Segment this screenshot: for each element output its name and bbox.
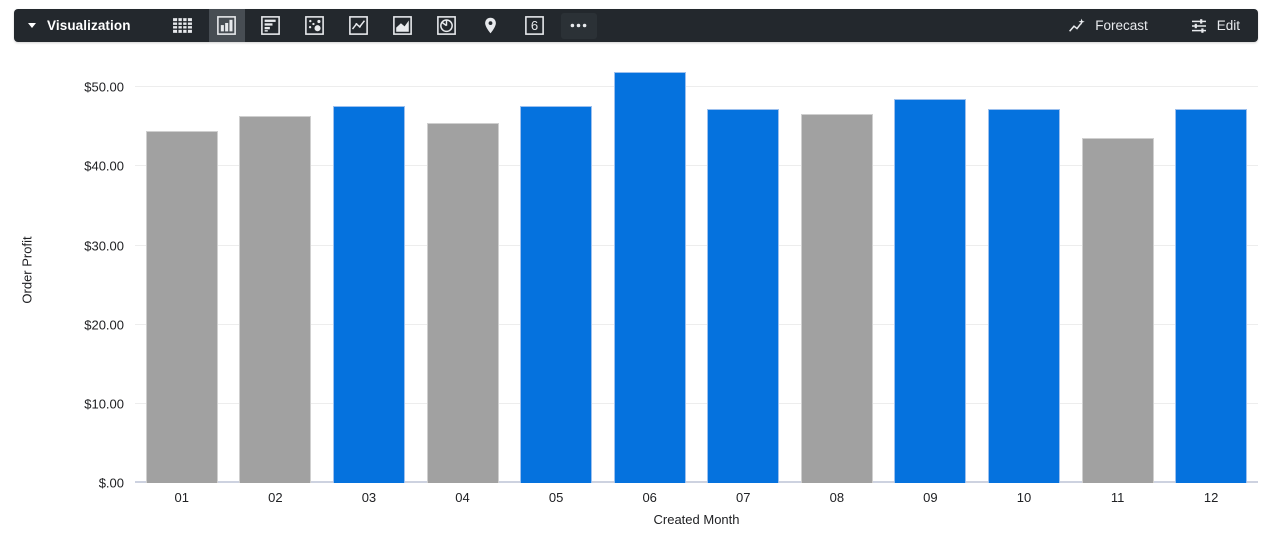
- forecast-label: Forecast: [1095, 18, 1148, 33]
- bar-02[interactable]: [239, 115, 312, 483]
- x-tick-label: 12: [1203, 490, 1219, 505]
- x-tick-label: 08: [829, 490, 845, 505]
- x-tick-label: 11: [1110, 490, 1125, 505]
- x-tick-label: 07: [736, 490, 751, 505]
- bar-01[interactable]: [145, 130, 218, 483]
- bar-09[interactable]: [894, 99, 967, 483]
- bar-slot: [322, 58, 416, 483]
- x-tick-label: 09: [923, 490, 938, 505]
- gridline: [135, 86, 1258, 88]
- bar-12[interactable]: [1175, 108, 1248, 483]
- bar-slot: [1071, 58, 1165, 483]
- line-chart-icon: [348, 15, 369, 36]
- more-options-icon: [568, 15, 589, 36]
- y-tick-label: $10.00: [84, 396, 124, 412]
- viz-type-line-button[interactable]: [341, 9, 377, 42]
- forecast-sparkline-icon: [1068, 17, 1086, 35]
- bar-slot: [416, 58, 510, 483]
- x-tick-label: 05: [548, 490, 564, 505]
- gridline: [135, 323, 1258, 325]
- area-chart-icon: [392, 15, 413, 36]
- bar-slot: [229, 58, 323, 483]
- bars-row: [135, 58, 1258, 483]
- forecast-button[interactable]: Forecast: [1068, 17, 1148, 35]
- bar-10[interactable]: [987, 109, 1061, 483]
- bar-11[interactable]: [1081, 137, 1154, 483]
- single-value-chart-icon: 6: [524, 15, 545, 36]
- y-tick-label: $20.00: [84, 317, 124, 333]
- bar-04[interactable]: [426, 122, 499, 483]
- bar-slot: [790, 58, 884, 483]
- tune-sliders-icon: [1190, 17, 1208, 35]
- viz-type-pie-button[interactable]: [429, 9, 465, 42]
- x-axis-labels: 01 02 03 04 05 06 07 08 09 10 11 12: [135, 490, 1258, 505]
- bar-slot: [509, 58, 603, 483]
- x-tick-label: 02: [268, 490, 283, 505]
- map-pin-icon: [480, 15, 501, 36]
- bar-chart-icon: [260, 15, 281, 36]
- x-tick-label: 06: [642, 490, 657, 505]
- bar-slot: [884, 58, 978, 483]
- visualization-toolbar: Visualization 6 Forecast Edit: [14, 9, 1258, 42]
- viz-type-area-button[interactable]: [385, 9, 421, 42]
- viz-type-table-button[interactable]: [165, 9, 201, 42]
- svg-text:6: 6: [531, 18, 538, 33]
- toolbar-title: Visualization: [47, 18, 131, 33]
- scatter-chart-icon: [304, 15, 325, 36]
- viz-type-single-value-button[interactable]: 6: [517, 9, 553, 42]
- toolbar-actions: Forecast Edit: [1068, 17, 1240, 35]
- pie-chart-icon: [436, 15, 457, 36]
- y-tick-label: $50.00: [84, 79, 124, 95]
- bar-07[interactable]: [707, 109, 780, 483]
- bar-slot: [696, 58, 790, 483]
- bar-06[interactable]: [613, 72, 686, 483]
- x-tick-label: 10: [1016, 490, 1032, 505]
- y-tick-label: $.00: [98, 475, 124, 491]
- viz-type-map-button[interactable]: [473, 9, 509, 42]
- column-chart-icon: [216, 15, 237, 36]
- edit-label: Edit: [1216, 18, 1240, 33]
- viz-type-column-button[interactable]: [208, 9, 245, 42]
- bar-slot: [603, 58, 697, 483]
- bar-08[interactable]: [800, 114, 873, 483]
- bar-05[interactable]: [520, 106, 593, 483]
- bar-slot: [1164, 58, 1258, 483]
- x-axis-title: Created Month: [653, 512, 740, 527]
- gridline: [135, 402, 1258, 404]
- x-tick-label: 04: [455, 490, 470, 505]
- viz-type-bar-button[interactable]: [253, 9, 289, 42]
- visualization-dropdown[interactable]: Visualization: [28, 18, 131, 33]
- bar-slot: [977, 58, 1071, 483]
- y-tick-label: $40.00: [84, 158, 124, 174]
- gridline: [135, 244, 1258, 246]
- bar-slot: [135, 58, 229, 483]
- bar-03[interactable]: [332, 106, 405, 483]
- viz-type-scatter-button[interactable]: [297, 9, 333, 42]
- edit-button[interactable]: Edit: [1190, 17, 1240, 35]
- y-tick-label: $30.00: [84, 238, 124, 254]
- x-tick-label: 01: [174, 490, 190, 505]
- x-tick-label: 03: [361, 490, 377, 505]
- plot-area: $.00 $10.00 $20.00 $30.00 $40.00 $50.00: [84, 58, 1258, 491]
- x-axis-line: [135, 481, 1258, 483]
- gridline: [135, 165, 1258, 167]
- chevron-down-icon: [28, 23, 36, 28]
- y-axis-title: Order Profit: [19, 236, 35, 304]
- table-icon: [172, 15, 193, 36]
- viz-type-strip: 6: [161, 9, 601, 42]
- viz-type-more-button[interactable]: [560, 12, 597, 39]
